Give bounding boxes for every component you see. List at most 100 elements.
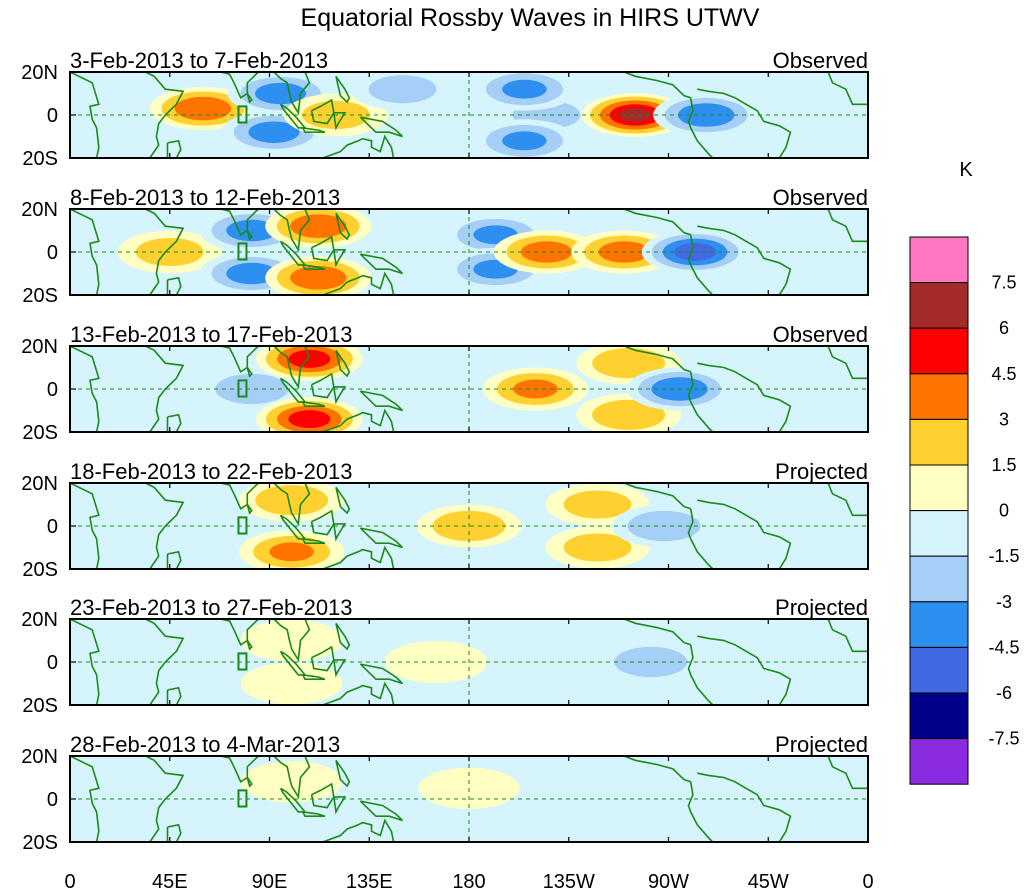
reference-box <box>237 242 248 261</box>
anomaly-contour <box>592 348 666 379</box>
coastline <box>322 408 395 432</box>
panel-status: Projected <box>775 595 868 620</box>
coastline <box>246 230 253 241</box>
coastline <box>687 97 714 158</box>
coastline <box>322 545 395 569</box>
coastline <box>246 93 253 104</box>
chart-title: Equatorial Rossby Waves in HIRS UTWV <box>301 4 760 32</box>
coastline <box>359 663 404 685</box>
anomaly-contour <box>255 485 329 516</box>
y-tick-label: 20N <box>21 746 58 768</box>
y-tick-label: 20N <box>21 609 58 631</box>
colorbar-bin <box>909 555 969 603</box>
anomaly-contour <box>614 646 688 678</box>
y-tick-label: 0 <box>47 516 58 538</box>
coastline <box>246 640 253 651</box>
coastline <box>220 619 259 646</box>
coastline <box>335 75 351 104</box>
anomaly-contour <box>215 373 289 405</box>
coastline <box>697 362 792 432</box>
coastline <box>359 390 404 412</box>
coastline <box>333 112 347 131</box>
colorbar-label: -1.5 <box>988 546 1019 566</box>
x-tick-label: 45W <box>748 871 789 890</box>
coastline <box>220 483 259 510</box>
anomaly-contour <box>563 533 632 562</box>
colorbar-label: -4.5 <box>988 637 1019 657</box>
x-tick-label: 135W <box>543 871 595 890</box>
coastline <box>687 781 714 842</box>
coastline <box>697 225 792 295</box>
coastline <box>273 756 311 800</box>
coastline <box>827 72 868 106</box>
anomaly-contour <box>255 82 307 105</box>
colorbar-bin <box>909 327 969 375</box>
coastline <box>335 486 351 515</box>
panel-status: Projected <box>775 459 868 484</box>
y-tick-label: 0 <box>47 652 58 674</box>
colorbar-bin <box>909 418 969 466</box>
coastline <box>273 483 311 527</box>
y-tick-label: 0 <box>47 242 58 264</box>
coastline <box>697 499 792 569</box>
coastline <box>359 116 404 138</box>
coastline <box>335 349 351 378</box>
coastline <box>697 635 792 705</box>
colorbar-bin <box>909 282 969 329</box>
coastline <box>145 72 185 158</box>
x-tick-label: 90W <box>648 871 689 890</box>
colorbar-bin <box>909 373 969 420</box>
reference-box <box>237 789 248 808</box>
coastline <box>246 777 253 788</box>
coastline <box>302 674 326 680</box>
y-tick-label: 20S <box>22 559 58 581</box>
coastline <box>687 371 714 432</box>
anomaly-contour <box>502 131 547 151</box>
panel: 20N 0 20S 3-Feb-2013 to 7-Feb-2013 Observed <box>21 48 869 170</box>
coastline <box>70 619 100 705</box>
panel-status: Projected <box>775 732 868 757</box>
coastline <box>273 619 311 663</box>
y-tick-label: 20N <box>21 62 58 84</box>
colorbar-bin <box>909 236 969 284</box>
panel: 20N 0 20S 18-Feb-2013 to 22-Feb-2013 Project… <box>21 459 869 581</box>
coastline <box>322 271 395 295</box>
coastline <box>827 756 868 790</box>
coastline <box>359 800 404 822</box>
anomaly-contour <box>592 399 666 430</box>
anomaly-contour <box>174 96 232 121</box>
anomaly-contour <box>521 241 573 263</box>
anomaly-contour <box>290 266 347 290</box>
coastline <box>166 276 182 295</box>
y-tick-label: 20S <box>22 148 58 170</box>
coastline <box>145 483 185 569</box>
x-tick-label: 45E <box>152 871 188 890</box>
coastline <box>322 134 395 158</box>
anomaly-contour <box>562 778 664 820</box>
coastline <box>623 619 691 646</box>
colorbar-label: 4.5 <box>991 364 1016 384</box>
colorbar-bin <box>909 646 969 694</box>
panel: 20N 0 20S 13-Feb-2013 to 17-Feb-2013 Observe… <box>21 322 869 444</box>
colorbar-label: 7.5 <box>991 273 1016 293</box>
panel: 20N 0 20S 28-Feb-2013 to 4-Mar-2013 Projecte… <box>21 732 869 854</box>
coastline <box>166 550 182 569</box>
coastline <box>687 508 714 569</box>
colorbar-label: 0 <box>999 501 1009 521</box>
coastline <box>687 234 714 295</box>
coastline <box>333 249 347 268</box>
coastline <box>333 523 347 542</box>
coastline <box>302 127 326 133</box>
coastline <box>70 209 100 295</box>
colorbar-bin <box>909 738 969 785</box>
coastline <box>70 756 100 842</box>
coastline <box>335 759 351 788</box>
coastline <box>302 264 326 270</box>
coastline <box>145 346 185 432</box>
panel: 20N 0 20S 8-Feb-2013 to 12-Feb-2013 Observed <box>21 185 869 307</box>
coastline <box>322 818 395 842</box>
panel-status: Observed <box>773 48 868 73</box>
colorbar-label: -3 <box>996 592 1012 612</box>
y-tick-label: 20N <box>21 473 58 495</box>
panel-date-range: 23-Feb-2013 to 27-Feb-2013 <box>70 595 353 620</box>
